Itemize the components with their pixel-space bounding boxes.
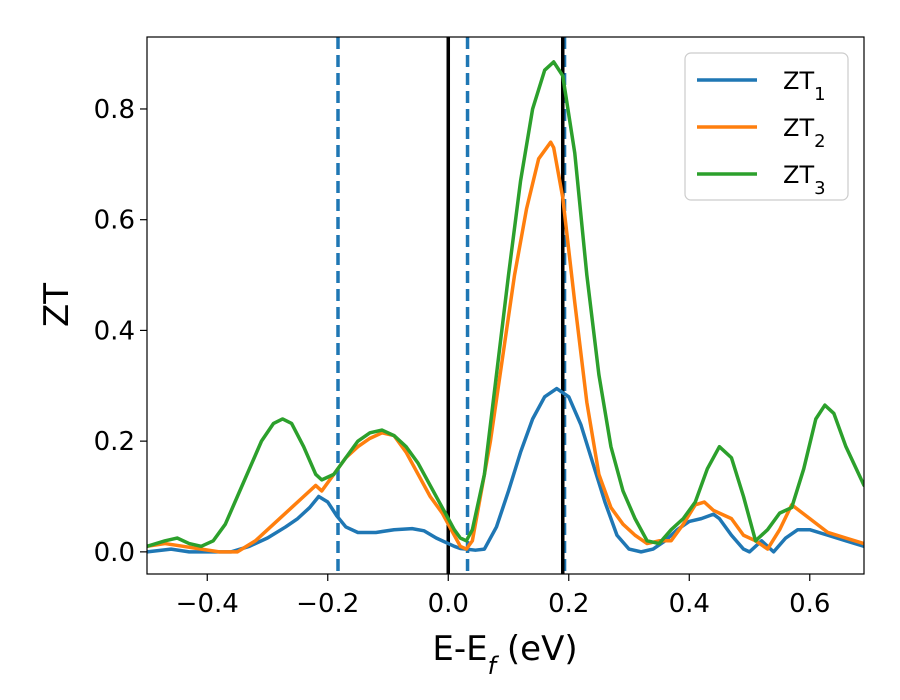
series-line-zt1 <box>147 386 864 554</box>
series-line-zt3 <box>147 60 864 549</box>
legend: ZT1 ZT2 ZT3 <box>684 52 849 201</box>
y-axis-label: ZT <box>37 283 77 327</box>
x-tick-label: −0.2 <box>296 589 359 619</box>
y-tick-label: 0.4 <box>94 316 135 346</box>
legend-label: ZT3 <box>783 161 826 199</box>
legend-label: ZT2 <box>783 114 826 152</box>
y-tick-label: 0.6 <box>94 206 135 236</box>
x-tick-label: −0.4 <box>176 589 239 619</box>
series-layer <box>147 60 864 554</box>
y-tick-label: 0.0 <box>94 538 135 568</box>
x-tick-label: 0.4 <box>669 589 710 619</box>
y-tick-label: 0.2 <box>94 427 135 457</box>
legend-box <box>684 52 849 201</box>
x-tick-label: 0.6 <box>789 589 830 619</box>
ticks-layer: −0.4 −0.2 0.0 0.2 0.4 0.6 0.0 0.2 0.4 0.6 0.8 <box>94 95 831 619</box>
reference-lines <box>336 37 567 574</box>
x-tick-label: 0.0 <box>428 589 469 619</box>
x-axis-label: E-Ef (eV) <box>432 629 577 680</box>
y-tick-label: 0.8 <box>94 95 135 125</box>
x-tick-label: 0.2 <box>548 589 589 619</box>
plot-frame <box>146 36 865 575</box>
legend-label: ZT1 <box>783 67 826 105</box>
series-line-zt2 <box>147 140 864 554</box>
